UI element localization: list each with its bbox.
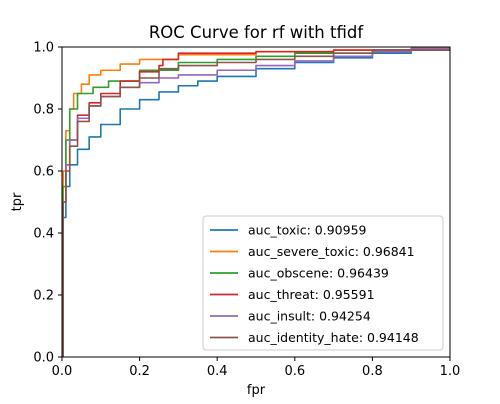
x-tick-label: 0.4: [207, 364, 228, 379]
x-tick-label: 0.8: [362, 364, 383, 379]
legend-label: auc_threat: 0.95591: [248, 287, 375, 302]
y-tick-label: 0.8: [33, 103, 54, 118]
legend-label: auc_obscene: 0.96439: [248, 266, 389, 281]
legend-items: auc_toxic: 0.90959 auc_severe_toxic: 0.96…: [210, 223, 419, 345]
series-layer: [62, 47, 450, 357]
legend-label: auc_insult: 0.94254: [248, 309, 371, 324]
legend-label: auc_toxic: 0.90959: [248, 223, 367, 238]
y-tick-label: 1.0: [33, 41, 54, 56]
legend: auc_toxic: 0.90959 auc_severe_toxic: 0.96…: [202, 215, 444, 351]
y-axis-ticks: 0.0 0.2 0.4 0.6 0.8 1.0: [33, 41, 62, 366]
legend-label: auc_identity_hate: 0.94148: [248, 330, 419, 345]
legend-label: auc_severe_toxic: 0.96841: [248, 244, 415, 259]
y-tick-label: 0.6: [33, 165, 54, 180]
plot-area: [61, 46, 451, 358]
y-tick-label: 0.2: [33, 289, 54, 304]
plot-frame: [61, 46, 451, 358]
y-axis-label: tpr: [10, 192, 25, 211]
x-axis-label: fpr: [247, 383, 266, 398]
x-axis-ticks: 0.0 0.2 0.4 0.6 0.8 1.0: [52, 357, 461, 379]
y-tick-label: 0.4: [33, 227, 54, 242]
series-line-5: [62, 47, 450, 357]
chart-title: ROC Curve for rf with tfidf: [149, 23, 364, 42]
y-tick-label: 0.0: [33, 351, 54, 366]
legend-box: [202, 215, 444, 351]
x-tick-label: 0.6: [284, 364, 305, 379]
x-tick-label: 0.0: [52, 364, 73, 379]
x-tick-label: 1.0: [440, 364, 461, 379]
x-tick-label: 0.2: [129, 364, 150, 379]
